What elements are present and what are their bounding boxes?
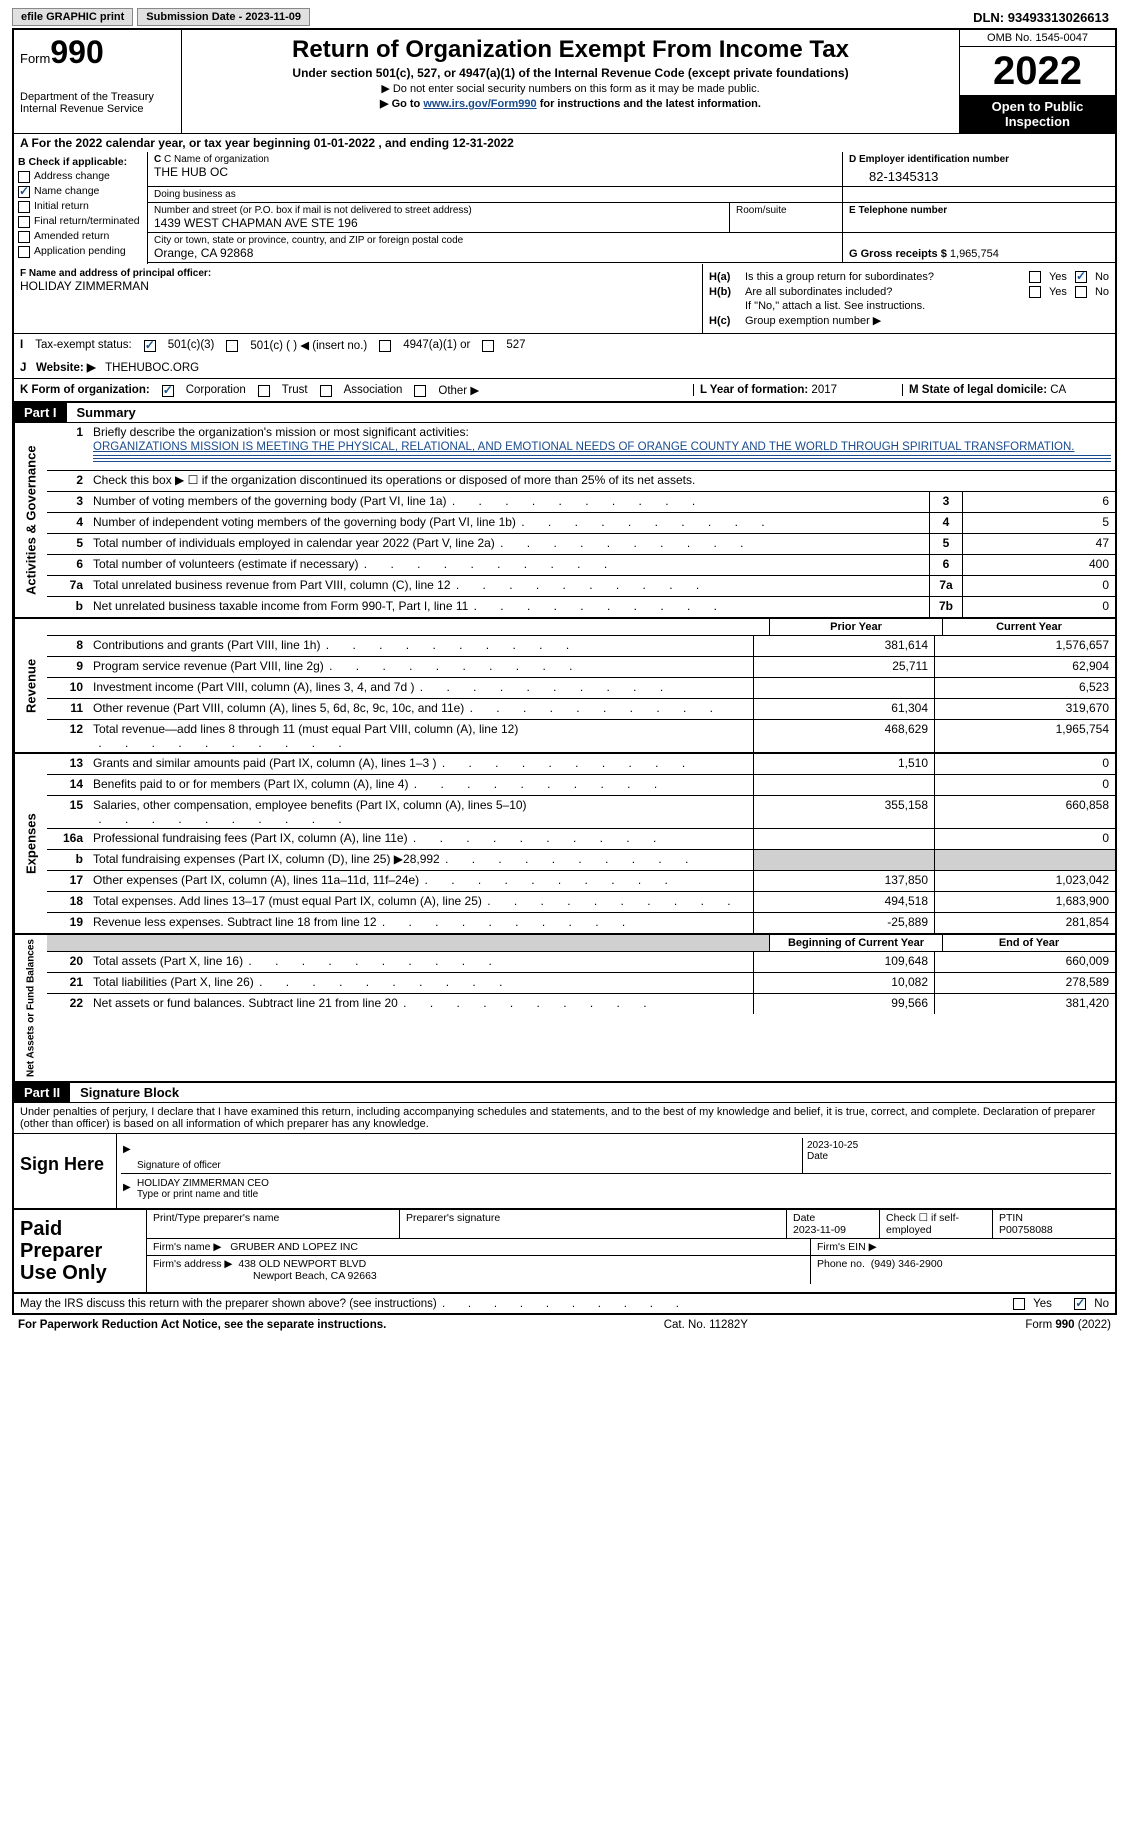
hb-no-checkbox[interactable] — [1075, 286, 1087, 298]
section-k-l-m: K Form of organization: Corporation Trus… — [12, 379, 1117, 403]
submission-date-button[interactable]: Submission Date - 2023-11-09 — [137, 8, 310, 26]
form-header: Form990 Department of the Treasury Inter… — [12, 28, 1117, 133]
part2-header: Part II — [14, 1083, 70, 1102]
net-assets-section: Net Assets or Fund Balances Beginning of… — [12, 935, 1117, 1083]
summary-row: 10Investment income (Part VIII, column (… — [47, 678, 1115, 699]
summary-row: 19Revenue less expenses. Subtract line 1… — [47, 913, 1115, 933]
summary-row: 7aTotal unrelated business revenue from … — [47, 576, 1115, 597]
501c-checkbox[interactable] — [226, 340, 238, 352]
line-a: A For the 2022 calendar year, or tax yea… — [12, 133, 1117, 152]
summary-row: 8Contributions and grants (Part VIII, li… — [47, 636, 1115, 657]
part1-header: Part I — [14, 403, 67, 422]
summary-row: 3Number of voting members of the governi… — [47, 492, 1115, 513]
revenue-section: Revenue Prior Year Current Year 8Contrib… — [12, 619, 1117, 754]
section-b-item: Initial return — [18, 200, 143, 213]
b-checkbox-2[interactable] — [18, 201, 30, 213]
gross-receipts: 1,965,754 — [950, 248, 999, 260]
firm-address: 438 OLD NEWPORT BLVD — [238, 1258, 366, 1270]
page-footer: For Paperwork Reduction Act Notice, see … — [12, 1315, 1117, 1335]
top-bar: efile GRAPHIC print Submission Date - 20… — [12, 8, 1117, 26]
trust-checkbox[interactable] — [258, 385, 270, 397]
firm-name: GRUBER AND LOPEZ INC — [230, 1241, 358, 1253]
summary-row: bTotal fundraising expenses (Part IX, co… — [47, 850, 1115, 871]
paid-preparer-section: Paid Preparer Use Only Print/Type prepar… — [12, 1210, 1117, 1294]
corp-checkbox[interactable] — [162, 385, 174, 397]
ein: 82-1345313 — [849, 165, 1109, 184]
assoc-checkbox[interactable] — [320, 385, 332, 397]
summary-row: 14Benefits paid to or for members (Part … — [47, 775, 1115, 796]
section-j: J Website: ▶ THEHUBOC.ORG — [12, 356, 1117, 379]
summary-row: 16aProfessional fundraising fees (Part I… — [47, 829, 1115, 850]
summary-row: 4Number of independent voting members of… — [47, 513, 1115, 534]
summary-row: 11Other revenue (Part VIII, column (A), … — [47, 699, 1115, 720]
officer-name-title: HOLIDAY ZIMMERMAN CEO — [137, 1178, 1107, 1189]
org-name: THE HUB OC — [154, 165, 836, 179]
summary-row: 9Program service revenue (Part VIII, lin… — [47, 657, 1115, 678]
section-i: I Tax-exempt status: 501(c)(3) 501(c) ( … — [12, 334, 1117, 356]
b-checkbox-1[interactable] — [18, 186, 30, 198]
website: THEHUBOC.ORG — [105, 362, 199, 374]
summary-row: bNet unrelated business taxable income f… — [47, 597, 1115, 617]
b-checkbox-0[interactable] — [18, 171, 30, 183]
activities-governance: Activities & Governance 1 Briefly descri… — [12, 423, 1117, 619]
other-checkbox[interactable] — [414, 385, 426, 397]
summary-row: 13Grants and similar amounts paid (Part … — [47, 754, 1115, 775]
irs-link[interactable]: www.irs.gov/Form990 — [423, 98, 536, 110]
discuss-row: May the IRS discuss this return with the… — [12, 1294, 1117, 1315]
summary-row: 18Total expenses. Add lines 13–17 (must … — [47, 892, 1115, 913]
ha-yes-checkbox[interactable] — [1029, 271, 1041, 283]
dln: DLN: 93493313026613 — [973, 10, 1117, 25]
city-state-zip: Orange, CA 92868 — [154, 246, 836, 260]
firm-phone: (949) 346-2900 — [871, 1258, 943, 1270]
expenses-section: Expenses 13Grants and similar amounts pa… — [12, 754, 1117, 935]
b-checkbox-4[interactable] — [18, 231, 30, 243]
summary-row: 21Total liabilities (Part X, line 26)10,… — [47, 973, 1115, 994]
summary-row: 12Total revenue—add lines 8 through 11 (… — [47, 720, 1115, 752]
section-b-item: Final return/terminated — [18, 215, 143, 228]
summary-row: 5Total number of individuals employed in… — [47, 534, 1115, 555]
perjury-declaration: Under penalties of perjury, I declare th… — [12, 1103, 1117, 1133]
section-b-item: Amended return — [18, 230, 143, 243]
header-left: Form990 Department of the Treasury Inter… — [14, 30, 182, 133]
summary-row: 15Salaries, other compensation, employee… — [47, 796, 1115, 829]
b-checkbox-3[interactable] — [18, 216, 30, 228]
527-checkbox[interactable] — [482, 340, 494, 352]
summary-row: 22Net assets or fund balances. Subtract … — [47, 994, 1115, 1014]
ptin: P00758088 — [999, 1224, 1053, 1236]
section-b-item: Application pending — [18, 245, 143, 258]
section-b-item: Address change — [18, 170, 143, 183]
501c3-checkbox[interactable] — [144, 340, 156, 352]
ha-no-checkbox[interactable] — [1075, 271, 1087, 283]
efile-print-button[interactable]: efile GRAPHIC print — [12, 8, 133, 26]
form-title: Return of Organization Exempt From Incom… — [190, 36, 951, 64]
section-f-h: F Name and address of principal officer:… — [12, 264, 1117, 334]
section-b-c-d-e-g: B Check if applicable: Address changeNam… — [12, 152, 1117, 264]
summary-row: 17Other expenses (Part IX, column (A), l… — [47, 871, 1115, 892]
mission-statement: ORGANIZATIONS MISSION IS MEETING THE PHY… — [93, 441, 1074, 453]
b-checkbox-5[interactable] — [18, 246, 30, 258]
discuss-yes-checkbox[interactable] — [1013, 1298, 1025, 1310]
sign-here-section: Sign Here Signature of officer 2023-10-2… — [12, 1133, 1117, 1210]
sig-date: 2023-10-25 — [807, 1140, 1107, 1151]
section-b-item: Name change — [18, 185, 143, 198]
prep-date: 2023-11-09 — [793, 1224, 846, 1236]
section-b: B Check if applicable: Address changeNam… — [14, 152, 148, 264]
4947-checkbox[interactable] — [379, 340, 391, 352]
summary-row: 20Total assets (Part X, line 16)109,6486… — [47, 952, 1115, 973]
hb-yes-checkbox[interactable] — [1029, 286, 1041, 298]
header-center: Return of Organization Exempt From Incom… — [182, 30, 959, 133]
street-address: 1439 WEST CHAPMAN AVE STE 196 — [154, 216, 723, 230]
principal-officer: HOLIDAY ZIMMERMAN — [20, 279, 696, 293]
discuss-no-checkbox[interactable] — [1074, 1298, 1086, 1310]
summary-row: 6Total number of volunteers (estimate if… — [47, 555, 1115, 576]
header-right: OMB No. 1545-0047 2022 Open to Public In… — [959, 30, 1115, 133]
